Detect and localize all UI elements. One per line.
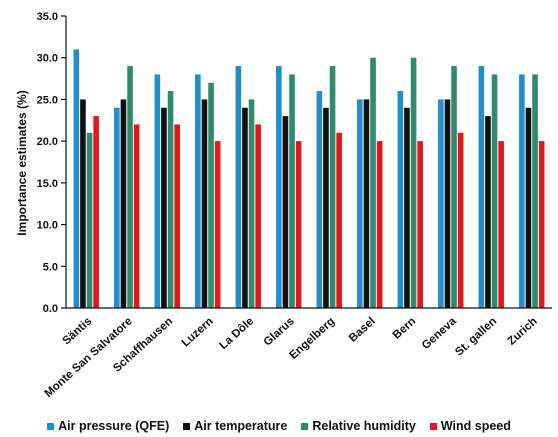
bar-air-pressure-qfe <box>154 74 161 309</box>
bar-relative-humidity <box>532 74 538 309</box>
legend-swatch <box>183 422 191 430</box>
bar-wind-speed <box>214 141 221 308</box>
x-tick-label: Glarus <box>262 315 297 348</box>
y-axis: 0.0 5.0 10.0 15.0 20.0 25.0 30.0 35.0 <box>37 11 67 315</box>
bar-chart: 0.0 5.0 10.0 15.0 20.0 25.0 30.0 35.0 SäntisMon… <box>15 11 552 400</box>
y-tick-label: 15.0 <box>37 178 58 190</box>
bar-wind-speed <box>498 141 504 308</box>
bar-air-temperature <box>525 107 532 309</box>
bar-relative-humidity <box>127 66 133 308</box>
legend-swatch <box>47 422 55 430</box>
bar-relative-humidity <box>410 57 417 308</box>
legend-label: Relative humidity <box>312 419 416 433</box>
bar-wind-speed <box>255 124 261 308</box>
legend-swatch <box>301 422 309 430</box>
legend-label: Air pressure (QFE) <box>58 419 170 433</box>
y-tick-label: 35.0 <box>37 11 58 23</box>
x-tick-label: La Dôle <box>217 315 256 352</box>
legend-label: Air temperature <box>194 419 288 433</box>
bar-relative-humidity <box>491 74 498 309</box>
y-tick-label: 10.0 <box>37 220 58 232</box>
x-tick-label: Luzern <box>180 315 216 349</box>
y-tick-label: 5.0 <box>43 261 58 273</box>
x-tick-label: St. gallen <box>453 315 499 358</box>
bar-relative-humidity <box>208 82 214 308</box>
bar-air-temperature <box>444 99 451 308</box>
x-tick-label: Basel <box>347 315 378 344</box>
bar-air-pressure-qfe <box>438 99 444 308</box>
bars <box>73 49 545 309</box>
bar-air-pressure-qfe <box>357 99 363 308</box>
bar-relative-humidity <box>86 132 93 308</box>
bar-relative-humidity <box>289 74 295 309</box>
y-tick-label: 25.0 <box>37 94 58 106</box>
bar-air-pressure-qfe <box>478 66 485 308</box>
bar-relative-humidity <box>167 91 174 308</box>
legend-item: Air pressure (QFE) <box>47 419 169 433</box>
bar-air-temperature <box>201 99 208 308</box>
bar-wind-speed <box>93 116 99 308</box>
y-tick-label: 0.0 <box>43 303 58 315</box>
bar-air-pressure-qfe <box>316 91 323 308</box>
legend-swatch <box>429 422 437 430</box>
bar-relative-humidity <box>329 66 336 308</box>
bar-air-temperature <box>80 99 86 308</box>
x-tick-label: Geneva <box>420 315 459 352</box>
bar-wind-speed <box>376 141 383 308</box>
bar-air-pressure-qfe <box>73 49 80 308</box>
legend-item: Air temperature <box>183 419 287 433</box>
bar-air-pressure-qfe <box>114 107 120 309</box>
bar-wind-speed <box>417 141 423 308</box>
bar-wind-speed <box>174 124 180 308</box>
bar-relative-humidity <box>370 57 376 308</box>
bar-wind-speed <box>457 132 464 308</box>
bar-air-temperature <box>120 99 127 308</box>
x-tick-label: Zurich <box>506 315 540 347</box>
bar-wind-speed <box>336 132 342 308</box>
bar-air-temperature <box>161 107 167 309</box>
bar-air-pressure-qfe <box>519 74 525 309</box>
y-tick-label: 20.0 <box>37 136 58 148</box>
bar-air-pressure-qfe <box>276 66 282 308</box>
x-tick-label: Säntis <box>61 315 95 347</box>
y-tick-label: 30.0 <box>37 53 58 65</box>
legend-item: Relative humidity <box>301 419 416 433</box>
bar-relative-humidity <box>248 99 255 308</box>
bar-relative-humidity <box>451 66 457 308</box>
bar-air-temperature <box>323 107 329 309</box>
bar-air-pressure-qfe <box>195 74 201 309</box>
y-axis-label: Importance estimates (%) <box>15 90 29 235</box>
chart-legend: Air pressure (QFE) Air temperature Relativ… <box>0 419 558 433</box>
legend-label: Wind speed <box>440 419 511 433</box>
legend-item: Wind speed <box>429 419 511 433</box>
bar-air-temperature <box>363 99 370 308</box>
bar-air-temperature <box>485 116 491 308</box>
bar-air-pressure-qfe <box>397 91 404 308</box>
bar-wind-speed <box>295 141 302 308</box>
bar-air-temperature <box>282 116 289 308</box>
bar-wind-speed <box>133 124 140 308</box>
x-tick-label: Bern <box>391 315 419 341</box>
bar-air-pressure-qfe <box>235 66 242 308</box>
bar-air-temperature <box>242 107 248 309</box>
bar-air-temperature <box>404 107 410 309</box>
bar-wind-speed <box>538 141 545 308</box>
